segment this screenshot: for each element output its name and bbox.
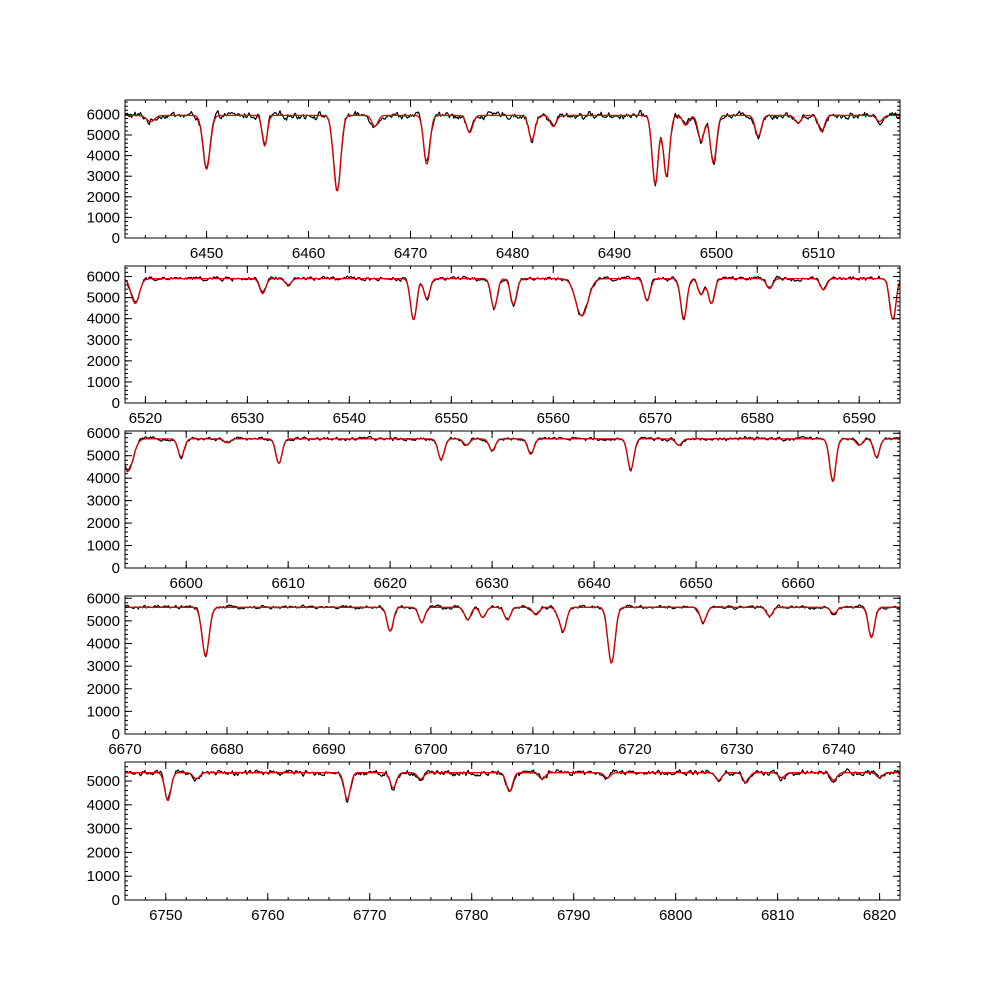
x-tick-label: 6800 bbox=[659, 907, 692, 924]
model-spectrum-line bbox=[125, 277, 900, 321]
axes-frame bbox=[124, 265, 901, 404]
x-tick-label: 6500 bbox=[700, 245, 733, 262]
x-tick-label: 6560 bbox=[537, 410, 570, 427]
x-tick-label: 6710 bbox=[516, 741, 549, 758]
y-tick-label: 5000 bbox=[87, 613, 120, 630]
x-tick-label: 6510 bbox=[802, 245, 835, 262]
model-spectrum-line bbox=[125, 772, 900, 802]
x-tick-label: 6540 bbox=[333, 410, 366, 427]
y-tick-label: 0 bbox=[112, 560, 120, 577]
x-tick-label: 6600 bbox=[169, 575, 202, 592]
y-tick-label: 4000 bbox=[87, 636, 120, 653]
spectrum-panel-5: 6750 6760 6770 6780 6790 6800 6810 6820 0 1000 200… bbox=[87, 761, 901, 924]
x-tick-label: 6680 bbox=[210, 741, 243, 758]
y-tick-label: 2000 bbox=[87, 353, 120, 370]
x-tick-label: 6760 bbox=[251, 907, 284, 924]
x-tick-label: 6590 bbox=[843, 410, 876, 427]
x-tick-label: 6700 bbox=[414, 741, 447, 758]
y-tick-label: 3000 bbox=[87, 493, 120, 510]
x-tick-label: 6490 bbox=[598, 245, 631, 262]
y-tick-label: 1000 bbox=[87, 374, 120, 391]
observed-spectrum-line bbox=[125, 604, 900, 664]
x-tick-label: 6820 bbox=[863, 907, 896, 924]
x-tick-label: 6480 bbox=[496, 245, 529, 262]
x-tick-label: 6580 bbox=[741, 410, 774, 427]
axes-frame bbox=[124, 430, 901, 569]
y-tick-label: 1000 bbox=[87, 538, 120, 555]
y-tick-label: 4000 bbox=[87, 311, 120, 328]
x-tick-label: 6630 bbox=[475, 575, 508, 592]
x-tick-label: 6570 bbox=[639, 410, 672, 427]
y-tick-label: 6000 bbox=[87, 425, 120, 442]
y-tick-label: 5000 bbox=[87, 448, 120, 465]
y-tick-label: 3000 bbox=[87, 168, 120, 185]
y-tick-label: 5000 bbox=[87, 127, 120, 144]
x-tick-label: 6660 bbox=[781, 575, 814, 592]
y-tick-label: 1000 bbox=[87, 703, 120, 720]
y-tick-label: 3000 bbox=[87, 658, 120, 675]
spectrum-panel-4: 6670 6680 6690 6700 6710 6720 6730 6740 0 1000 200… bbox=[87, 590, 901, 758]
y-tick-label: 1000 bbox=[87, 868, 120, 885]
x-tick-label: 6670 bbox=[108, 741, 141, 758]
x-tick-label: 6550 bbox=[435, 410, 468, 427]
y-tick-label: 5000 bbox=[87, 290, 120, 307]
x-tick-label: 6770 bbox=[353, 907, 386, 924]
y-tick-label: 2000 bbox=[87, 189, 120, 206]
y-tick-label: 4000 bbox=[87, 470, 120, 487]
x-tick-label: 6720 bbox=[618, 741, 651, 758]
model-spectrum-line bbox=[125, 114, 900, 192]
x-tick-label: 6620 bbox=[373, 575, 406, 592]
x-tick-label: 6690 bbox=[312, 741, 345, 758]
x-tick-label: 6640 bbox=[577, 575, 610, 592]
x-tick-label: 6730 bbox=[720, 741, 753, 758]
x-tick-label: 6780 bbox=[455, 907, 488, 924]
axes-frame bbox=[124, 99, 901, 239]
y-tick-label: 2000 bbox=[87, 844, 120, 861]
x-tick-label: 6470 bbox=[394, 245, 427, 262]
observed-spectrum-line bbox=[125, 275, 900, 321]
y-tick-label: 2000 bbox=[87, 681, 120, 698]
axes-frame bbox=[124, 595, 901, 735]
y-tick-label: 3000 bbox=[87, 332, 120, 349]
y-tick-label: 0 bbox=[112, 726, 120, 743]
x-tick-label: 6530 bbox=[231, 410, 264, 427]
model-spectrum-line bbox=[125, 606, 900, 664]
y-tick-label: 3000 bbox=[87, 821, 120, 838]
y-tick-label: 0 bbox=[112, 395, 120, 412]
y-tick-label: 4000 bbox=[87, 148, 120, 165]
y-tick-label: 0 bbox=[112, 230, 120, 247]
y-tick-label: 6000 bbox=[87, 269, 120, 286]
x-tick-label: 6790 bbox=[557, 907, 590, 924]
observed-spectrum-line bbox=[125, 435, 900, 482]
spectrum-panel-2: 6520 6530 6540 6550 6560 6570 6580 6590 0 1000 200… bbox=[87, 265, 901, 427]
x-tick-label: 6650 bbox=[679, 575, 712, 592]
x-tick-label: 6460 bbox=[292, 245, 325, 262]
y-tick-label: 4000 bbox=[87, 797, 120, 814]
y-tick-label: 2000 bbox=[87, 515, 120, 532]
x-tick-label: 6740 bbox=[822, 741, 855, 758]
x-tick-label: 6520 bbox=[129, 410, 162, 427]
observed-spectrum-line bbox=[125, 109, 900, 191]
y-tick-label: 0 bbox=[112, 892, 120, 909]
x-tick-label: 6450 bbox=[190, 245, 223, 262]
y-tick-label: 1000 bbox=[87, 209, 120, 226]
spectrum-panel-3: 6600 6610 6620 6630 6640 6650 6660 0 1000 2000 300… bbox=[87, 425, 901, 592]
x-tick-label: 6750 bbox=[149, 907, 182, 924]
y-tick-label: 5000 bbox=[87, 773, 120, 790]
y-tick-label: 6000 bbox=[87, 590, 120, 607]
x-tick-label: 6810 bbox=[761, 907, 794, 924]
model-spectrum-line bbox=[125, 438, 900, 483]
y-tick-label: 6000 bbox=[87, 106, 120, 123]
spectrum-panel-1: 6450 6460 6470 6480 6490 6500 6510 0 1000 2000 300… bbox=[87, 99, 901, 262]
x-tick-label: 6610 bbox=[271, 575, 304, 592]
